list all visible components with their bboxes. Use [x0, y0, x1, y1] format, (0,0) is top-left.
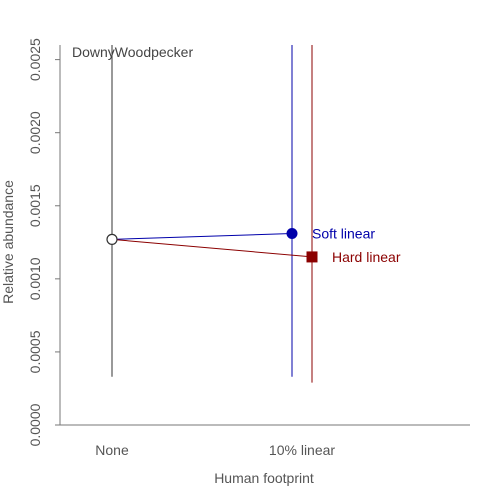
series-line	[111, 233, 293, 240]
plot-frame	[59, 45, 470, 426]
y-tick-label: 0.0000	[27, 403, 43, 446]
y-tick-label: 0.0010	[27, 257, 43, 300]
x-tick-label: 10% linear	[269, 442, 335, 458]
y-axis: 0.0000 0.0005 0.0010 0.0015 0.0020 0.0025	[27, 38, 60, 446]
series-layer: Soft linear Hard linear	[106, 45, 401, 383]
x-axis-title: Human footprint	[214, 470, 314, 486]
series-label: Hard linear	[332, 249, 401, 265]
x-tick-label: None	[95, 442, 129, 458]
x-axis: None 10% linear	[95, 442, 335, 458]
series-label: Soft linear	[312, 226, 375, 242]
y-axis-title: Relative abundance	[0, 180, 16, 304]
y-tick-label: 0.0005	[27, 330, 43, 373]
series-line	[111, 238, 313, 258]
y-tick-label: 0.0015	[27, 184, 43, 227]
baseline-point	[106, 233, 118, 245]
series-point	[286, 228, 298, 240]
y-tick-label: 0.0020	[27, 111, 43, 154]
chart-title: DownyWoodpecker	[72, 44, 193, 60]
y-tick-label: 0.0025	[27, 38, 43, 81]
series-point	[306, 251, 318, 263]
